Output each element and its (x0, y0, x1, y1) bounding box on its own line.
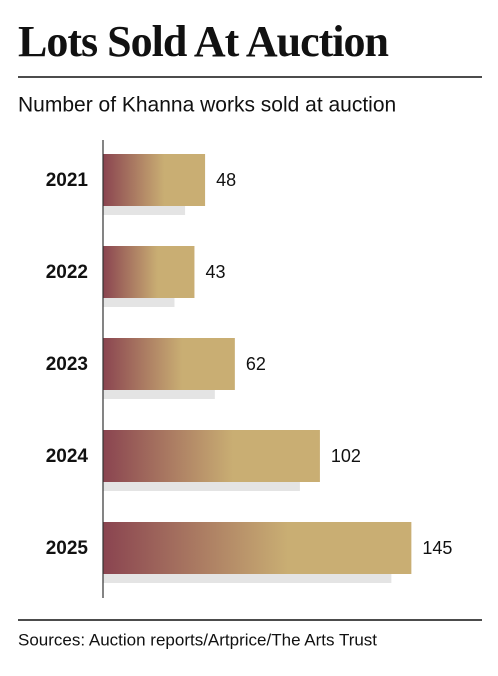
value-label: 62 (246, 354, 266, 374)
bar (103, 246, 195, 298)
y-tick-label: 2025 (46, 538, 89, 559)
bar (103, 522, 412, 574)
chart-title: Lots Sold At Auction (18, 17, 389, 66)
bar-shadow (103, 297, 175, 307)
bar-shadow (103, 481, 300, 491)
y-tick-label: 2022 (46, 262, 88, 283)
source: Sources: Auction reports/Artprice/The Ar… (18, 630, 377, 649)
value-label: 102 (331, 446, 361, 466)
y-tick-label: 2024 (46, 446, 89, 467)
y-tick-label: 2023 (46, 354, 88, 375)
y-tick-label: 2021 (46, 170, 89, 191)
bar (103, 430, 320, 482)
bar-shadow (103, 205, 186, 215)
bar (103, 154, 206, 206)
bar (103, 338, 235, 390)
value-label: 48 (216, 170, 236, 190)
subtitle: Number of Khanna works sold at auction (18, 94, 396, 117)
bar-shadow (103, 573, 392, 583)
bar-shadow (103, 389, 215, 399)
value-label: 145 (422, 538, 452, 558)
value-label: 43 (205, 262, 225, 282)
